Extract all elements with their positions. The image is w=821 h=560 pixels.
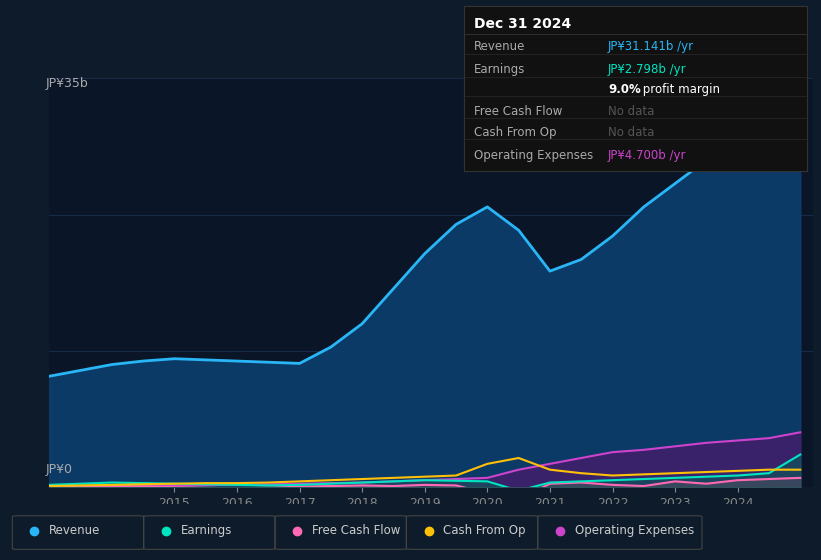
Text: Operating Expenses: Operating Expenses bbox=[575, 524, 694, 538]
Text: JP¥2.798b /yr: JP¥2.798b /yr bbox=[608, 63, 686, 76]
Text: Earnings: Earnings bbox=[181, 524, 232, 538]
Text: No data: No data bbox=[608, 105, 654, 118]
Text: Dec 31 2024: Dec 31 2024 bbox=[475, 17, 571, 31]
Text: Cash From Op: Cash From Op bbox=[443, 524, 525, 538]
Text: Operating Expenses: Operating Expenses bbox=[475, 150, 594, 162]
Text: Revenue: Revenue bbox=[475, 40, 525, 53]
Text: Revenue: Revenue bbox=[49, 524, 101, 538]
Text: Free Cash Flow: Free Cash Flow bbox=[475, 105, 562, 118]
Text: Earnings: Earnings bbox=[475, 63, 525, 76]
Text: Cash From Op: Cash From Op bbox=[475, 126, 557, 139]
Text: No data: No data bbox=[608, 126, 654, 139]
Text: Free Cash Flow: Free Cash Flow bbox=[312, 524, 401, 538]
Text: JP¥0: JP¥0 bbox=[45, 463, 72, 476]
Text: JP¥4.700b /yr: JP¥4.700b /yr bbox=[608, 150, 686, 162]
Text: JP¥35b: JP¥35b bbox=[45, 77, 88, 90]
Text: JP¥31.141b /yr: JP¥31.141b /yr bbox=[608, 40, 694, 53]
Text: profit margin: profit margin bbox=[639, 83, 720, 96]
Text: 9.0%: 9.0% bbox=[608, 83, 640, 96]
